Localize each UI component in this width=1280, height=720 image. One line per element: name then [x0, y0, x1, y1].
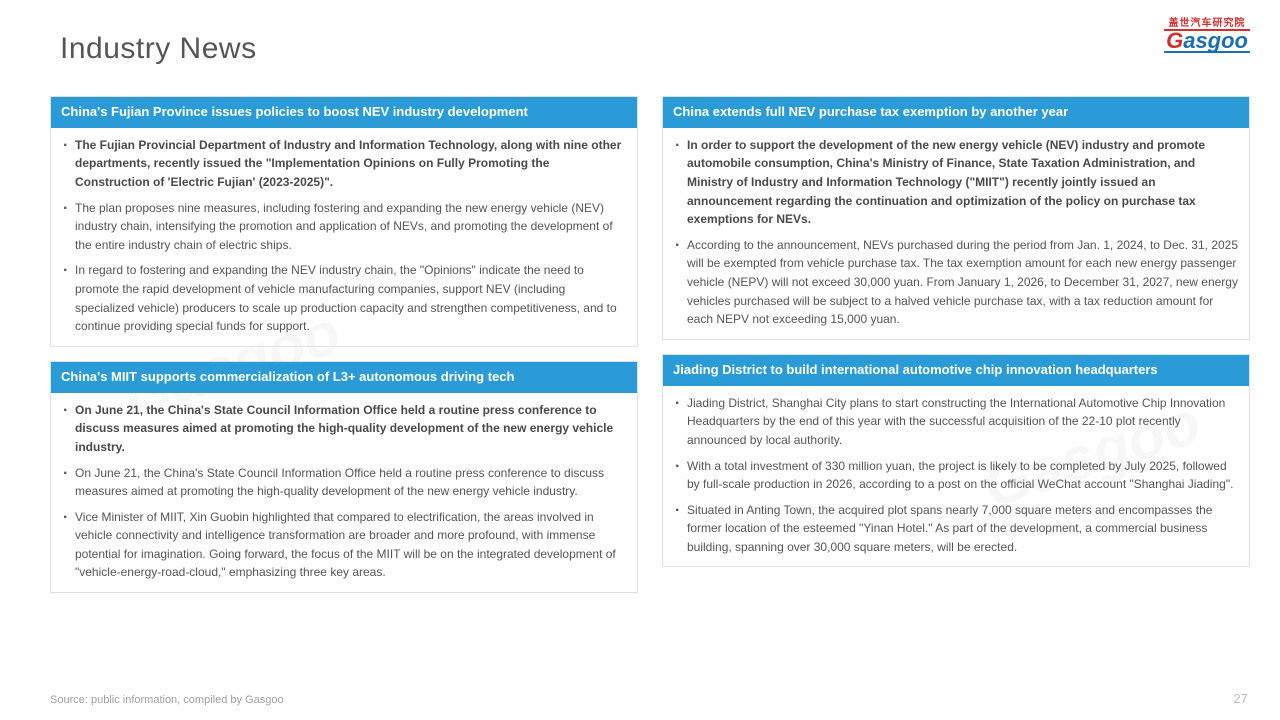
bullet-item: According to the announcement, NEVs purc… — [673, 236, 1239, 329]
bullet-item: On June 21, the China's State Council In… — [61, 464, 627, 501]
bullet-list: In order to support the development of t… — [673, 136, 1239, 329]
bullet-list: On June 21, the China's State Council In… — [61, 401, 627, 582]
brand-logo: 盖世汽车研究院 Gasgoo — [1164, 14, 1250, 53]
bullet-item: With a total investment of 330 million y… — [673, 457, 1239, 494]
page-number: 27 — [1234, 691, 1248, 706]
bullet-item: Situated in Anting Town, the acquired pl… — [673, 501, 1239, 557]
card-header: China's MIIT supports commercialization … — [51, 362, 637, 393]
bullet-item: The Fujian Provincial Department of Indu… — [61, 136, 627, 192]
news-card-miit: China's MIIT supports commercialization … — [50, 361, 638, 593]
bullet-item: In order to support the development of t… — [673, 136, 1239, 229]
card-header: China's Fujian Province issues policies … — [51, 97, 637, 128]
page-title: Industry News — [60, 32, 257, 66]
card-body: The Fujian Provincial Department of Indu… — [51, 128, 637, 346]
bullet-item: On June 21, the China's State Council In… — [61, 401, 627, 457]
bullet-item: Vice Minister of MIIT, Xin Guobin highli… — [61, 508, 627, 582]
bullet-item: The plan proposes nine measures, includi… — [61, 199, 627, 255]
news-card-fujian: China's Fujian Province issues policies … — [50, 96, 638, 347]
card-header: China extends full NEV purchase tax exem… — [663, 97, 1249, 128]
card-body: Jiading District, Shanghai City plans to… — [663, 386, 1249, 567]
source-footnote: Source: public information, compiled by … — [50, 694, 284, 706]
news-card-jiading: Jiading District to build international … — [662, 354, 1250, 568]
news-grid: China's Fujian Province issues policies … — [50, 96, 1250, 593]
card-body: In order to support the development of t… — [663, 128, 1249, 339]
card-header: Jiading District to build international … — [663, 355, 1249, 386]
news-card-tax: China extends full NEV purchase tax exem… — [662, 96, 1250, 340]
bullet-list: Jiading District, Shanghai City plans to… — [673, 394, 1239, 557]
bullet-item: In regard to fostering and expanding the… — [61, 261, 627, 335]
logo-subtitle: 盖世汽车研究院 — [1169, 14, 1246, 29]
right-column: China extends full NEV purchase tax exem… — [662, 96, 1250, 593]
bullet-list: The Fujian Provincial Department of Indu… — [61, 136, 627, 336]
left-column: China's Fujian Province issues policies … — [50, 96, 638, 593]
card-body: On June 21, the China's State Council In… — [51, 393, 637, 592]
bullet-item: Jiading District, Shanghai City plans to… — [673, 394, 1239, 450]
logo-wordmark: Gasgoo — [1164, 29, 1250, 53]
